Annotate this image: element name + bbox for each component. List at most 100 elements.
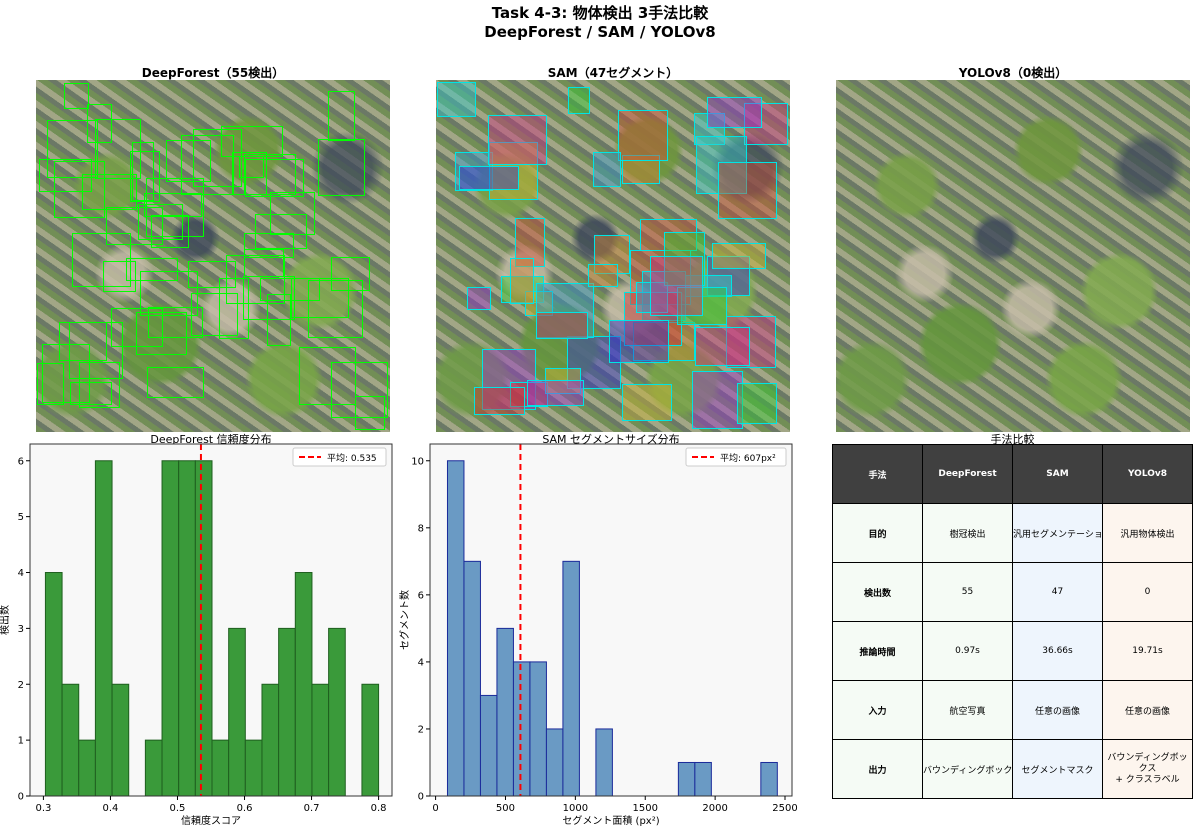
y-tick-label: 8: [418, 523, 424, 534]
table-cell: バウンディングボックス: [922, 739, 1013, 799]
detection-box: [193, 128, 242, 188]
row-label: 目的: [832, 503, 923, 563]
segment-mask: [737, 382, 777, 425]
table-cell: 55: [922, 562, 1013, 622]
histogram-bar: [194, 460, 213, 797]
table-cell: 36.66s: [1012, 621, 1103, 681]
detection-box: [270, 192, 315, 235]
x-tick-label: 0.5: [170, 803, 186, 814]
detection-box: [146, 366, 205, 399]
x-tick-label: 2000: [702, 803, 727, 814]
histogram-bar: [595, 728, 613, 797]
histogram-bar: [562, 560, 580, 797]
histogram-bar: [278, 627, 296, 797]
table-cell: バウンディングボックス + クラスラベル: [1102, 739, 1193, 799]
segment-mask: [488, 142, 539, 201]
segment-mask: [622, 383, 673, 422]
detection-box: [259, 277, 321, 301]
x-axis-label: 信頼度スコア: [181, 814, 241, 827]
detection-box: [219, 277, 249, 339]
detection-box: [225, 254, 285, 305]
histogram-bar: [44, 572, 63, 797]
comparison-table: 手法 DeepForest SAM YOLOv8 目的 樹冠検出 汎用セグメンテーシ…: [832, 444, 1193, 799]
segment-mask: [650, 255, 704, 317]
detection-box: [110, 307, 164, 347]
segment-mask: [632, 322, 695, 362]
detection-box: [298, 347, 356, 405]
detection-box: [148, 306, 203, 339]
detection-box: [72, 232, 132, 288]
header-cell: YOLOv8: [1102, 444, 1193, 504]
row-label: 検出数: [832, 562, 923, 622]
table-title: 手法比較: [990, 433, 1035, 446]
y-tick-label: 5: [18, 512, 24, 523]
table-cell: 0: [1102, 562, 1193, 622]
segment-mask: [487, 115, 548, 166]
table-row: 入力 航空写真 任意の画像 任意の画像: [832, 680, 1193, 740]
y-tick-label: 1: [18, 736, 24, 747]
histogram-bar: [61, 683, 80, 797]
chart-title-sam: SAM セグメントサイズ分布: [542, 433, 680, 446]
detection-box: [135, 312, 187, 356]
detection-box: [243, 153, 296, 196]
row-label: 入力: [832, 680, 923, 740]
table-cell: 任意の画像: [1012, 680, 1103, 740]
table-cell: 任意の画像: [1102, 680, 1193, 740]
histogram-bar: [479, 694, 498, 797]
y-tick-label: 4: [418, 657, 424, 668]
detection-box: [355, 395, 386, 431]
histogram-bar: [211, 739, 230, 797]
histogram-bar: [446, 460, 465, 797]
y-tick-label: 2: [18, 680, 24, 691]
detection-box: [39, 159, 92, 193]
detection-box: [53, 160, 105, 218]
detection-box: [103, 261, 136, 293]
detection-box: [243, 233, 294, 258]
row-label: 推論時間: [832, 621, 923, 681]
segment-mask: [694, 113, 725, 145]
histogram-bar: [361, 683, 380, 797]
y-axis-label: 検出数: [0, 605, 11, 635]
histogram-bar: [261, 683, 280, 797]
detection-box: [330, 362, 388, 419]
axes-frame: [429, 443, 793, 797]
segment-mask: [635, 282, 668, 314]
detection-box: [105, 207, 163, 246]
y-tick-label: 0: [418, 792, 424, 803]
header-cell: 手法: [832, 444, 923, 504]
x-tick-label: 0.7: [304, 803, 320, 814]
y-tick-label: 6: [418, 590, 424, 601]
table-header-row: 手法 DeepForest SAM YOLOv8: [832, 444, 1193, 504]
segment-mask: [695, 135, 748, 195]
x-tick-label: 0.3: [35, 803, 51, 814]
x-tick-label: 1500: [633, 803, 658, 814]
x-tick-label: 1000: [563, 803, 588, 814]
deepforest-detection-image: [36, 80, 390, 432]
segment-mask: [695, 327, 750, 367]
y-tick-label: 0: [18, 792, 24, 803]
segment-mask: [458, 165, 519, 191]
detection-box: [79, 362, 120, 409]
x-tick-label: 0.8: [371, 803, 387, 814]
histogram-bar: [228, 627, 246, 797]
detection-box: [36, 363, 64, 405]
sam-panel-title: SAM（47セグメント）: [547, 66, 679, 80]
histogram-bar: [244, 739, 263, 797]
segment-mask: [536, 282, 594, 338]
x-tick-label: 0.6: [237, 803, 253, 814]
legend-label: 平均: 607px²: [720, 452, 776, 464]
segment-mask: [623, 292, 683, 346]
y-tick-label: 3: [18, 624, 24, 635]
table-cell: 47: [1012, 562, 1103, 622]
histogram-bar: [463, 560, 481, 797]
detection-box: [244, 248, 284, 278]
histogram-bar: [694, 761, 712, 797]
detection-box: [59, 321, 108, 361]
table-cell: 航空写真: [922, 680, 1013, 740]
y-axis-label: セグメント数: [398, 590, 411, 650]
histogram-bar: [529, 661, 547, 797]
table-cell: 19.71s: [1102, 621, 1193, 681]
segment-mask: [510, 257, 535, 305]
segment-mask: [527, 379, 585, 407]
histogram-bar: [178, 460, 196, 797]
